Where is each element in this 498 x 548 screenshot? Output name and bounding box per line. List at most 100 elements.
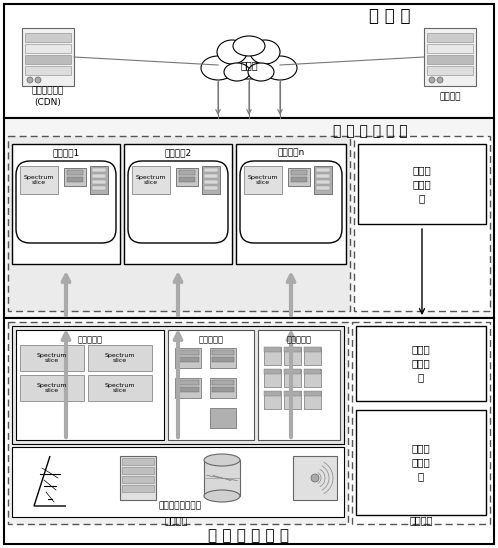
Bar [12, 144, 120, 264]
Bar [122, 458, 154, 465]
Text: 物理网
络控制
器: 物理网 络控制 器 [412, 344, 430, 382]
Circle shape [27, 77, 33, 83]
Bar [204, 174, 218, 178]
Bar [92, 168, 106, 172]
Bar [427, 44, 473, 53]
Bar [288, 168, 310, 186]
Bar [175, 348, 201, 368]
Ellipse shape [263, 56, 297, 80]
Bar [316, 174, 330, 178]
Bar [202, 166, 220, 194]
Bar [258, 330, 340, 440]
Bar [12, 447, 344, 517]
Bar [90, 166, 108, 194]
Text: 无线网络基础设施: 无线网络基础设施 [158, 501, 202, 511]
Text: 存储资源池: 存储资源池 [286, 335, 312, 345]
Circle shape [429, 77, 435, 83]
Ellipse shape [250, 40, 280, 64]
Bar [264, 347, 281, 365]
Ellipse shape [201, 56, 235, 80]
Text: 虚拟子网1: 虚拟子网1 [52, 149, 80, 157]
Bar [177, 387, 199, 392]
Bar [427, 33, 473, 42]
Bar [177, 350, 199, 355]
Text: Spectrum
slice: Spectrum slice [105, 352, 135, 363]
Bar [356, 410, 486, 515]
Ellipse shape [204, 490, 240, 502]
Bar [284, 347, 301, 365]
Bar [210, 408, 236, 428]
Circle shape [437, 77, 443, 83]
Bar [316, 168, 330, 172]
Bar [284, 369, 301, 374]
FancyBboxPatch shape [16, 161, 116, 243]
Bar [124, 144, 232, 264]
Bar [314, 166, 332, 194]
Bar [284, 347, 301, 352]
Text: 社交网络: 社交网络 [439, 93, 461, 101]
Bar [291, 177, 307, 182]
Bar [20, 375, 84, 401]
Text: 数据平面: 数据平面 [164, 515, 188, 525]
Bar [25, 33, 71, 42]
Bar [92, 174, 106, 178]
Bar [179, 170, 195, 175]
Bar [88, 375, 152, 401]
Bar [25, 44, 71, 53]
Bar [212, 350, 234, 355]
Text: 核心网: 核心网 [240, 60, 258, 70]
Text: 内容分发网络
(CDN): 内容分发网络 (CDN) [32, 87, 64, 107]
Bar [210, 348, 236, 368]
Bar [284, 391, 301, 396]
Bar [304, 347, 321, 365]
Ellipse shape [217, 40, 247, 64]
Bar [304, 347, 321, 352]
Ellipse shape [224, 63, 250, 81]
Bar [212, 357, 234, 362]
Text: Spectrum
slice: Spectrum slice [248, 175, 278, 185]
Text: 计算资源池: 计算资源池 [199, 335, 224, 345]
Bar [316, 180, 330, 184]
Bar [293, 456, 337, 500]
Bar [120, 456, 156, 500]
Bar [4, 318, 494, 544]
Circle shape [35, 77, 41, 83]
Text: Spectrum
slice: Spectrum slice [37, 383, 67, 393]
Bar [264, 391, 281, 409]
Bar [88, 345, 152, 371]
Bar [212, 380, 234, 385]
Bar [177, 380, 199, 385]
Bar [20, 166, 58, 194]
Bar [25, 55, 71, 64]
Text: 虚拟网
络控制
器: 虚拟网 络控制 器 [413, 165, 431, 203]
Bar [316, 186, 330, 190]
Bar [291, 170, 307, 175]
Text: 无线资源池: 无线资源池 [78, 335, 103, 345]
Bar [175, 378, 201, 398]
Ellipse shape [218, 47, 280, 79]
Bar [4, 4, 494, 118]
Bar [122, 467, 154, 474]
Bar [304, 391, 321, 409]
Bar [424, 28, 476, 86]
Ellipse shape [248, 63, 274, 81]
Bar [354, 136, 490, 311]
Bar [8, 322, 348, 524]
Text: 无 线 物 理 网 络: 无 线 物 理 网 络 [209, 528, 289, 544]
Bar [92, 186, 106, 190]
Bar [64, 168, 86, 186]
Text: Spectrum
slice: Spectrum slice [136, 175, 166, 185]
Bar [16, 330, 164, 440]
Bar [12, 326, 344, 444]
Bar [168, 330, 254, 440]
Bar [92, 180, 106, 184]
Text: Spectrum
slice: Spectrum slice [24, 175, 54, 185]
Bar [204, 180, 218, 184]
Text: Spectrum
slice: Spectrum slice [37, 352, 67, 363]
Bar [264, 369, 281, 387]
Bar [352, 322, 490, 524]
Bar [132, 166, 170, 194]
Bar [67, 170, 83, 175]
Text: 控制平面: 控制平面 [409, 515, 433, 525]
Text: 无线网
络控制
器: 无线网 络控制 器 [412, 443, 430, 481]
